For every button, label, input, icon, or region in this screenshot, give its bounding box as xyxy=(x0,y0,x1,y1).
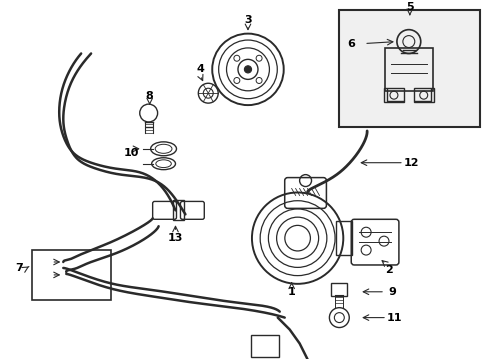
Text: 2: 2 xyxy=(385,265,392,275)
Circle shape xyxy=(244,66,251,73)
Bar xyxy=(339,10,479,127)
Text: 13: 13 xyxy=(167,233,183,243)
Text: 10: 10 xyxy=(124,148,139,158)
Text: 6: 6 xyxy=(346,39,354,49)
Text: 7: 7 xyxy=(16,263,23,273)
Bar xyxy=(31,250,111,300)
Text: 11: 11 xyxy=(386,312,402,323)
Text: 8: 8 xyxy=(145,91,153,101)
Text: 4: 4 xyxy=(196,64,204,75)
Text: 5: 5 xyxy=(405,2,413,12)
Text: 12: 12 xyxy=(403,158,419,168)
Text: 1: 1 xyxy=(287,287,295,297)
Text: 3: 3 xyxy=(244,15,251,25)
Text: 9: 9 xyxy=(387,287,395,297)
